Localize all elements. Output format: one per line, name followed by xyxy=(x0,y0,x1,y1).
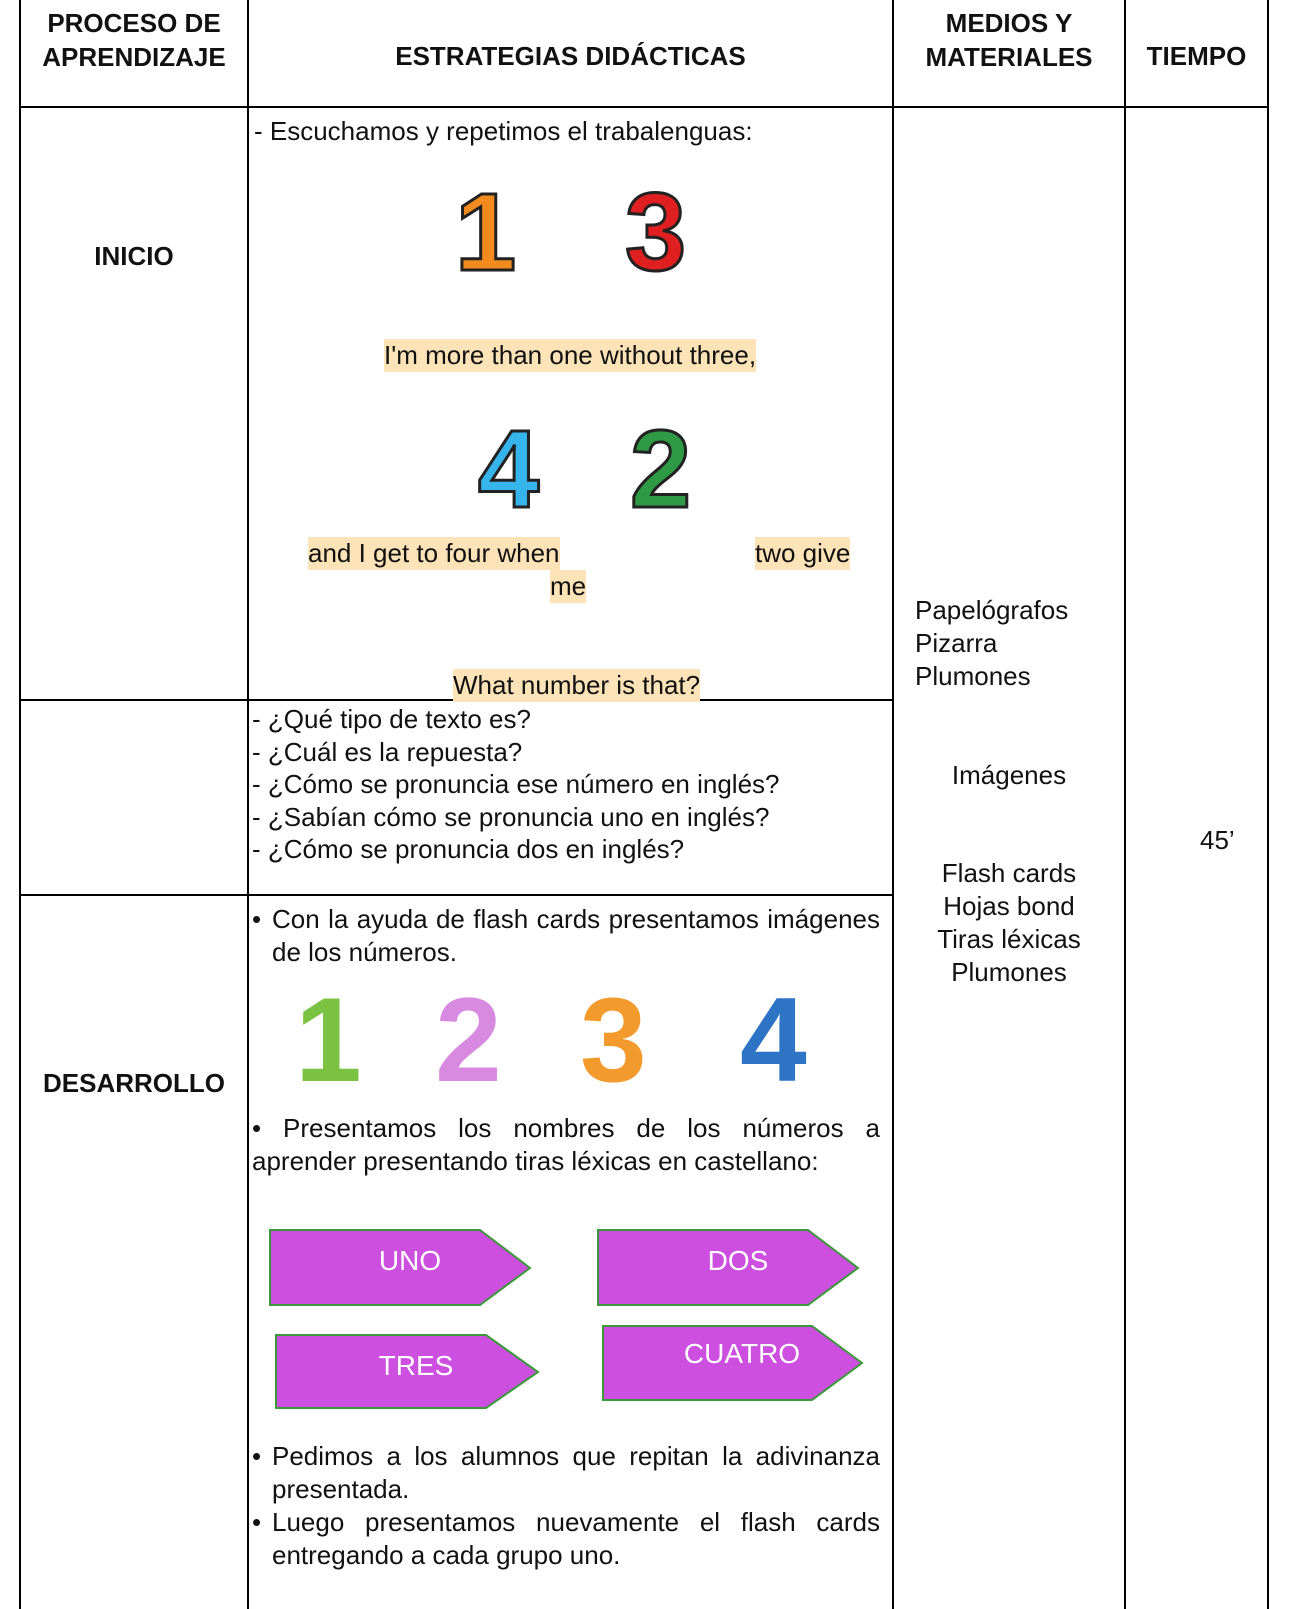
word-strips xyxy=(269,1229,864,1409)
figure: 1 xyxy=(295,973,362,1107)
material: Imágenes xyxy=(951,760,1067,790)
paragraph: • Presentamos los nombres de los números… xyxy=(252,1113,880,1176)
question: - ¿Qué tipo de texto es? xyxy=(252,704,531,734)
material: Hojas bond xyxy=(943,891,1075,921)
figure: 3 xyxy=(580,973,647,1107)
material: Flash cards xyxy=(941,858,1077,888)
header-process: PROCESO DE APRENDIZAJE xyxy=(42,8,226,72)
bullet-dot: • xyxy=(252,1441,262,1471)
figure: 3 xyxy=(623,171,687,294)
bullet: • Pedimos a los alumnos que repitan la ad… xyxy=(252,1440,880,1506)
bullet-dot: • xyxy=(252,1507,262,1537)
figure: 4 xyxy=(740,973,807,1107)
header-strategies: ESTRATEGIAS DIDÁCTICAS xyxy=(395,41,746,71)
figure: 4 xyxy=(476,408,540,531)
bullet: • Luego presentamos nuevamente el flash c… xyxy=(252,1506,880,1572)
question: - ¿Sabían cómo se pronuncia uno en inglé… xyxy=(252,801,770,832)
material: Plumones xyxy=(915,661,1031,691)
stage: DESARROLLO xyxy=(43,1068,225,1098)
bullets: • Pedimos a los alumnos que repitan la ad… xyxy=(252,1440,880,1572)
material: Plumones xyxy=(951,957,1067,987)
question: - ¿Cuál es la repuesta? xyxy=(252,736,523,767)
material: Papelógrafos xyxy=(915,595,1069,625)
figure: 2 xyxy=(435,973,502,1107)
strip-label: CUATRO xyxy=(683,1338,801,1369)
header-materials: MEDIOS Y MATERIALES xyxy=(925,8,1093,72)
riddle-line: I'm more than one without three, xyxy=(384,339,757,372)
material: Pizarra xyxy=(915,628,998,658)
bullet-text: Con la ayuda de flash cards presentamos … xyxy=(272,904,880,967)
bullet-dot: • xyxy=(252,904,262,934)
bullet-text: Pedimos a los alumnos que repitan la adi… xyxy=(272,1441,880,1504)
intro: - Escuchamos y repetimos el trabalenguas… xyxy=(254,116,753,146)
question: - ¿Cómo se pronuncia ese número en inglé… xyxy=(252,769,780,799)
bullet-text: Luego presentamos nuevamente el flash ca… xyxy=(272,1507,880,1570)
strip-label: UNO xyxy=(378,1245,442,1276)
questions: - ¿Qué tipo de texto es? - ¿Cuál es la re… xyxy=(252,703,780,866)
time: 45’ xyxy=(1200,825,1235,855)
figure: 2 xyxy=(628,408,692,531)
riddle-line: me xyxy=(550,570,587,603)
header-time: TIEMPO xyxy=(1146,41,1247,71)
riddle-line: What number is that? xyxy=(453,669,701,702)
strip-label: DOS xyxy=(707,1245,769,1276)
figure: 1 xyxy=(453,171,517,294)
riddle-line: two give xyxy=(755,537,851,570)
material: Tiras léxicas xyxy=(937,924,1081,954)
strip-label: TRES xyxy=(378,1350,454,1381)
riddle-line: and I get to four when xyxy=(308,537,560,570)
stage: INICIO xyxy=(94,241,174,271)
question: - ¿Cómo se pronuncia dos en inglés? xyxy=(252,834,685,864)
